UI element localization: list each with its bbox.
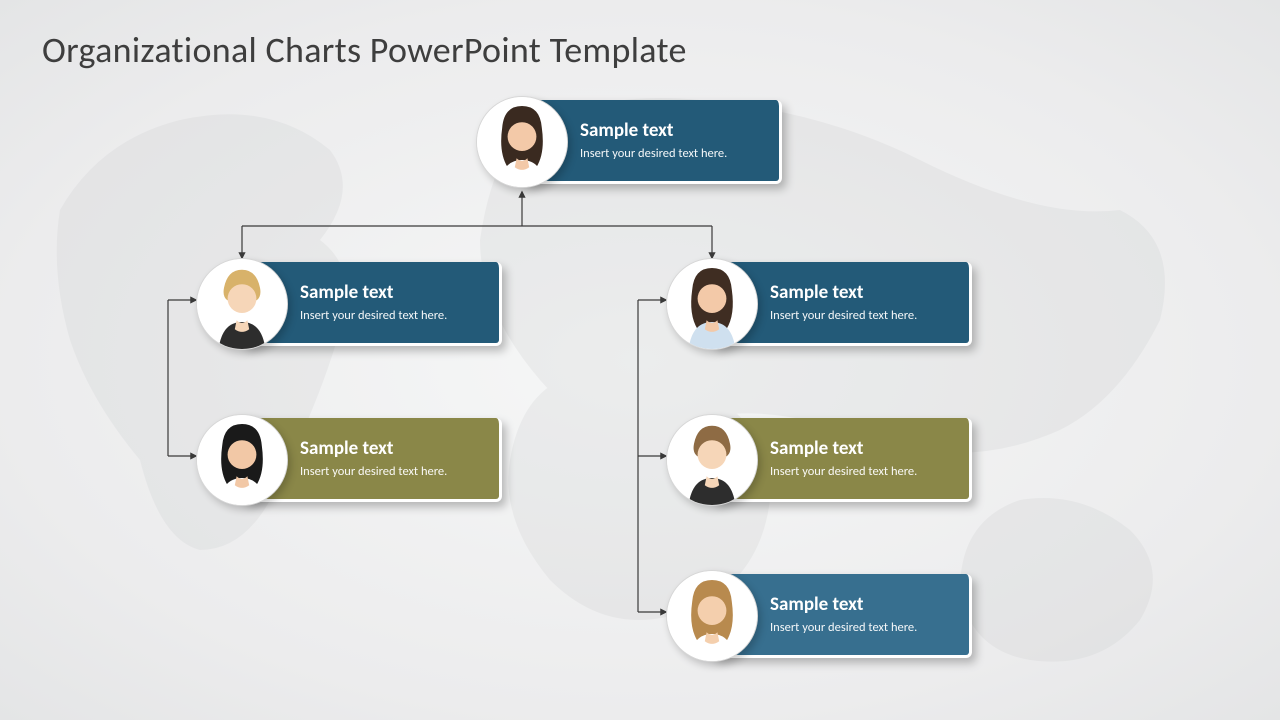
org-node-subtitle: Insert your desired text here. bbox=[770, 308, 955, 325]
org-node-title: Sample text bbox=[770, 281, 955, 304]
avatar-r2 bbox=[666, 414, 758, 506]
org-node-subtitle: Insert your desired text here. bbox=[770, 620, 955, 637]
avatar-l2 bbox=[196, 414, 288, 506]
org-node-subtitle: Insert your desired text here. bbox=[300, 308, 485, 325]
org-node-title: Sample text bbox=[300, 437, 485, 460]
org-node-r1: Sample text Insert your desired text her… bbox=[666, 258, 972, 350]
org-node-root: Sample text Insert your desired text her… bbox=[476, 96, 782, 188]
org-node-l1: Sample text Insert your desired text her… bbox=[196, 258, 502, 350]
avatar-r3 bbox=[666, 570, 758, 662]
org-node-subtitle: Insert your desired text here. bbox=[300, 464, 485, 481]
avatar-root bbox=[476, 96, 568, 188]
org-node-title: Sample text bbox=[300, 281, 485, 304]
avatar-r1 bbox=[666, 258, 758, 350]
org-node-r2: Sample text Insert your desired text her… bbox=[666, 414, 972, 506]
org-node-title: Sample text bbox=[770, 437, 955, 460]
org-node-title: Sample text bbox=[770, 593, 955, 616]
avatar-l1 bbox=[196, 258, 288, 350]
org-node-l2: Sample text Insert your desired text her… bbox=[196, 414, 502, 506]
org-node-subtitle: Insert your desired text here. bbox=[580, 146, 765, 163]
org-node-r3: Sample text Insert your desired text her… bbox=[666, 570, 972, 662]
org-chart-canvas: Sample text Insert your desired text her… bbox=[0, 0, 1280, 720]
org-node-subtitle: Insert your desired text here. bbox=[770, 464, 955, 481]
org-node-title: Sample text bbox=[580, 119, 765, 142]
